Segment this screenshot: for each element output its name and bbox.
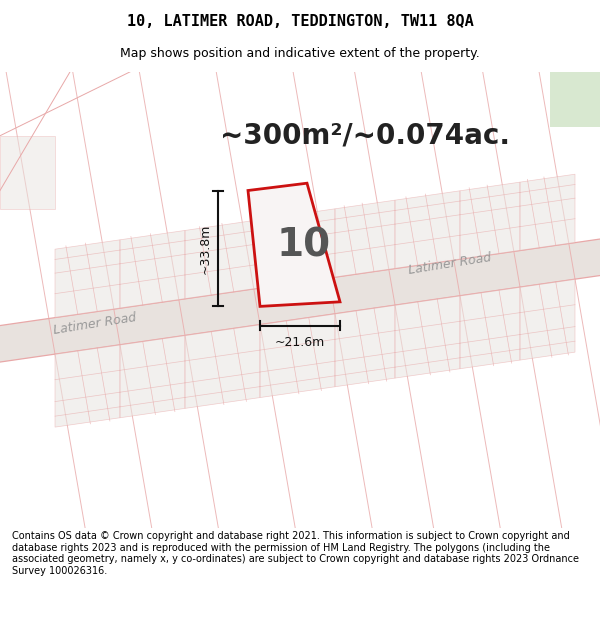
Text: ~300m²/~0.074ac.: ~300m²/~0.074ac. (220, 122, 510, 150)
Polygon shape (185, 219, 260, 299)
Polygon shape (55, 240, 120, 318)
Polygon shape (260, 209, 335, 288)
Polygon shape (185, 324, 260, 408)
Polygon shape (120, 336, 185, 418)
Polygon shape (520, 279, 575, 360)
Text: ~21.6m: ~21.6m (275, 336, 325, 349)
Text: Latimer Road: Latimer Road (407, 251, 493, 277)
Text: 10, LATIMER ROAD, TEDDINGTON, TW11 8QA: 10, LATIMER ROAD, TEDDINGTON, TW11 8QA (127, 14, 473, 29)
Polygon shape (0, 239, 600, 362)
Text: 10: 10 (277, 226, 331, 264)
Polygon shape (395, 296, 460, 378)
Text: Map shows position and indicative extent of the property.: Map shows position and indicative extent… (120, 48, 480, 61)
Polygon shape (460, 287, 520, 369)
Polygon shape (335, 305, 395, 387)
Polygon shape (120, 231, 185, 308)
Text: ~33.8m: ~33.8m (199, 223, 212, 274)
Polygon shape (395, 191, 460, 269)
Polygon shape (248, 183, 340, 306)
Polygon shape (520, 174, 575, 251)
Polygon shape (550, 72, 600, 127)
Polygon shape (335, 200, 395, 278)
Text: Latimer Road: Latimer Road (53, 311, 137, 338)
Polygon shape (0, 136, 55, 209)
Polygon shape (460, 182, 520, 259)
Text: Contains OS data © Crown copyright and database right 2021. This information is : Contains OS data © Crown copyright and d… (12, 531, 579, 576)
Polygon shape (260, 314, 335, 398)
Polygon shape (55, 345, 120, 427)
